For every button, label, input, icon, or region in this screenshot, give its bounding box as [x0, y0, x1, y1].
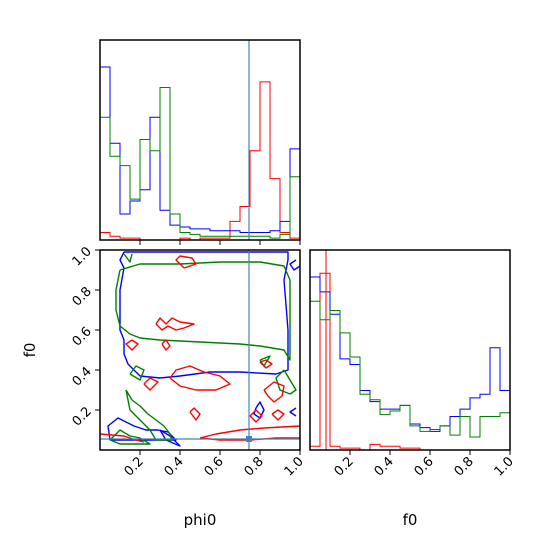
- contour-blue: [107, 417, 177, 441]
- contour-phi0-f0-panel: 0.2 0.4 0.6 0.8 1.0 0.2 0.4 0.6 0.8 1.0: [70, 244, 307, 479]
- contour-red: [175, 255, 197, 269]
- contour-red: [259, 359, 273, 369]
- contour-lines: [100, 251, 300, 447]
- contour-x-tick-label: 0.6: [202, 454, 227, 479]
- contour-red: [155, 317, 195, 331]
- panel-background: [100, 40, 300, 240]
- contour-red: [249, 409, 263, 423]
- contour-red: [100, 433, 145, 443]
- contour-red: [263, 381, 285, 403]
- contour-blue: [289, 407, 297, 417]
- contour-y-tick-label: 1.0: [70, 244, 95, 269]
- contour-blue: [289, 259, 300, 271]
- contour-x-tick-label: 0.2: [122, 454, 147, 479]
- contour-green: [125, 389, 173, 441]
- panel-frame: [99, 249, 301, 451]
- contour-red: [161, 339, 171, 351]
- contour-y-tick-label: 0.2: [70, 404, 95, 429]
- f0-histogram-x-tick-label: 1.0: [492, 454, 517, 479]
- truth-marker: [246, 436, 252, 442]
- x-axis-label-f0: f0: [403, 511, 418, 529]
- panel-frame: [309, 249, 511, 451]
- contour-red: [143, 377, 159, 391]
- contour-blue: [253, 401, 265, 419]
- contour-x-tick-label: 1.0: [282, 454, 307, 479]
- histogram-series-green: [99, 86, 301, 240]
- panel-frame: [99, 39, 301, 241]
- contour-y-tick-label: 0.4: [70, 364, 95, 389]
- contour-green: [109, 429, 151, 445]
- f0-histogram-x-tick-label: 0.4: [372, 454, 397, 479]
- histogram-series-green: [309, 300, 511, 450]
- contour-green: [129, 365, 145, 381]
- x-axis-label-phi0: phi0: [184, 511, 217, 529]
- contour-y-tick-label: 0.8: [70, 284, 95, 309]
- y-axis-label-f0: f0: [21, 343, 39, 358]
- histogram-f0-panel: 0.2 0.4 0.6 0.8 1.0: [309, 249, 517, 479]
- panel-background: [100, 250, 300, 450]
- contour-red: [189, 407, 201, 421]
- f0-histogram-x-tick-label: 0.6: [412, 454, 437, 479]
- contour-x-tick-label: 0.8: [242, 454, 267, 479]
- contour-blue: [159, 429, 181, 447]
- contour-green: [123, 253, 133, 263]
- contour-red: [169, 365, 231, 391]
- histogram-series-red: [99, 81, 301, 241]
- contour-x-tick-label: 0.4: [162, 454, 187, 479]
- contour-blue: [119, 251, 289, 379]
- contour-green: [115, 261, 291, 361]
- contour-red: [125, 339, 139, 351]
- contour-y-tick-label: 0.6: [70, 324, 95, 349]
- f0-histogram-x-tick-label: 0.2: [332, 454, 357, 479]
- contour-green: [275, 369, 297, 395]
- f0-histogram-x-tick-label: 0.8: [452, 454, 477, 479]
- contour-red: [271, 409, 285, 421]
- histogram-phi0-panel: [99, 39, 301, 245]
- contour-red: [199, 425, 300, 439]
- histogram-series-blue: [99, 66, 301, 240]
